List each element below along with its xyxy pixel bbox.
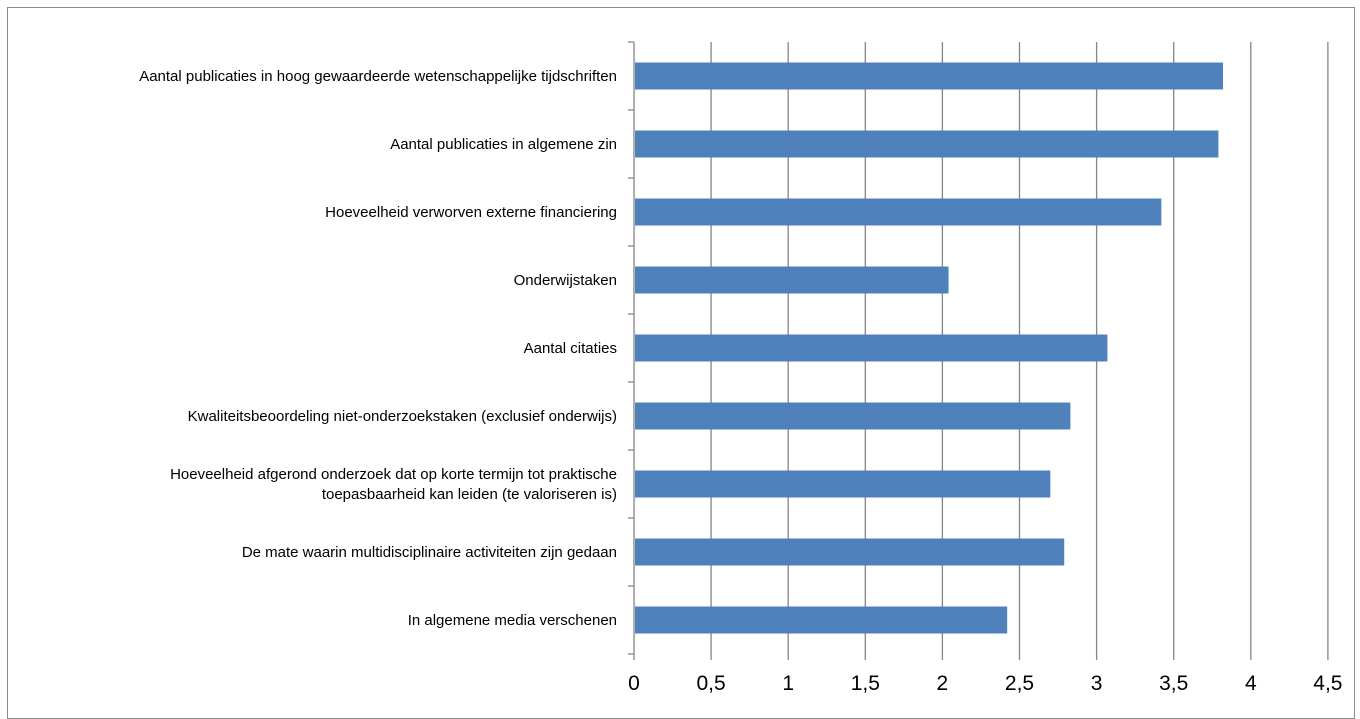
bar [635,62,1224,90]
category-label: Aantal publicaties in hoog gewaardeerde … [139,68,617,85]
x-tick-label: 4,5 [1313,672,1342,695]
category-label: Kwaliteitsbeoordeling niet-onderzoekstak… [188,408,617,425]
category-label: Onderwijstaken [514,272,617,289]
category-labels: Aantal publicaties in hoog gewaardeerde … [139,68,617,629]
x-tick-label: 2,5 [1005,672,1034,695]
x-tick-label: 0 [628,672,640,695]
bar [635,266,949,294]
value-axis-tick-labels: 0 0,5 1 1,5 2 2,5 3 3,5 4 4,5 [628,672,1342,695]
x-tick-label: 3 [1091,672,1103,695]
x-tick-label: 1 [782,672,794,695]
category-label: Hoeveelheid verworven externe financieri… [325,204,617,221]
chart-frame [7,7,1355,719]
bar [635,402,1071,430]
category-label: De mate waarin multidisciplinaire activi… [242,544,617,561]
bar [635,130,1219,158]
category-label: Aantal publicaties in algemene zin [390,136,617,153]
bar [635,606,1008,634]
bars [635,62,1224,634]
category-label: Hoeveelheid afgerond onderzoek dat op ko… [170,466,617,483]
bar [635,538,1065,566]
bar [635,334,1108,362]
x-tick-label: 0,5 [696,672,725,695]
x-tick-label: 3,5 [1159,672,1188,695]
category-label: toepasbaarheid kan leiden (te valorisere… [322,486,617,503]
category-label: Aantal citaties [524,340,617,357]
x-tick-label: 4 [1245,672,1257,695]
bar [635,198,1162,226]
x-tick-label: 2 [937,672,949,695]
category-label: In algemene media verschenen [408,612,617,629]
x-tick-label: 1,5 [851,672,880,695]
bar [635,470,1051,498]
category-axis [628,41,635,655]
